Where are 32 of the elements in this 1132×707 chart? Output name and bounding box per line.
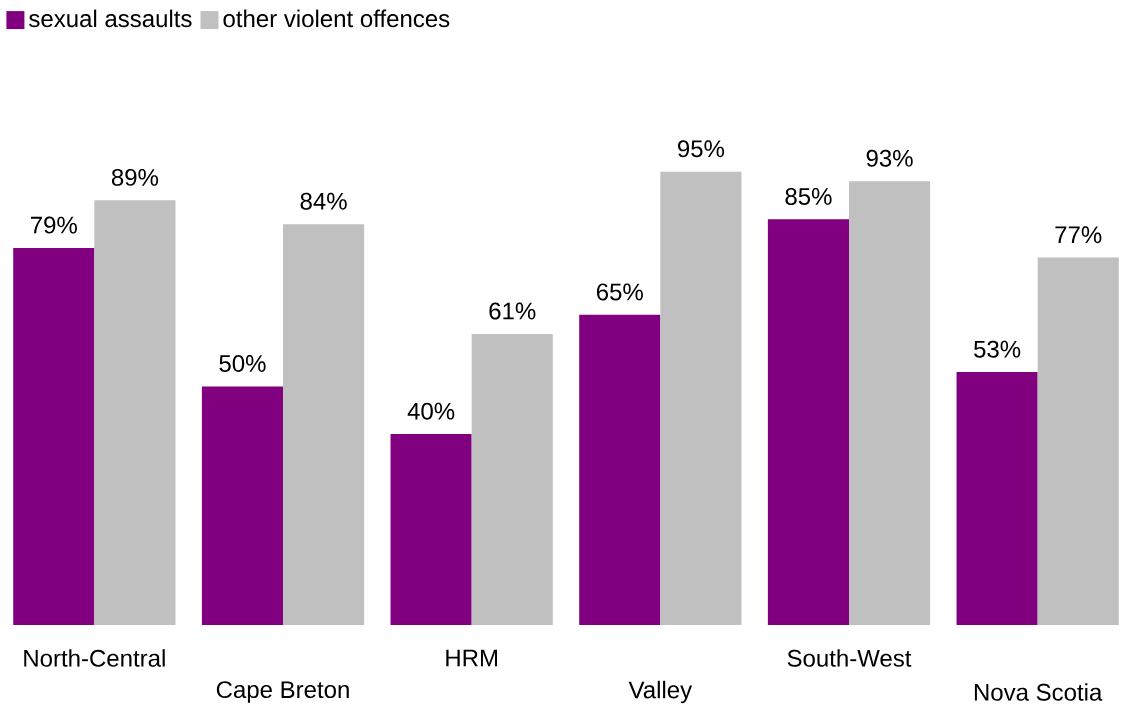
data-label: 65%	[596, 283, 643, 301]
data-label: 53%	[974, 340, 1021, 358]
bar	[471, 333, 553, 625]
x-tick-label: South-West	[787, 649, 912, 667]
x-tick-label: Cape Breton	[216, 681, 349, 703]
legend-label: other violent offences	[223, 9, 450, 28]
data-label: 77%	[1055, 226, 1102, 244]
x-tick-label: North-Central	[24, 649, 165, 667]
bar	[390, 434, 472, 625]
bar	[767, 219, 849, 625]
data-label: 93%	[866, 149, 913, 167]
x-tick-label: Nova Scotia	[974, 683, 1103, 701]
bar	[579, 314, 661, 625]
legend-label: sexual assaults	[29, 9, 192, 28]
data-label: 61%	[489, 302, 536, 320]
bar	[660, 171, 742, 625]
data-label: 95%	[678, 140, 725, 158]
bar	[94, 200, 176, 625]
bar	[283, 224, 365, 625]
bar	[1037, 257, 1119, 625]
bar	[956, 372, 1038, 625]
data-label: 85%	[785, 187, 832, 205]
data-label: 89%	[111, 168, 159, 186]
bar	[849, 181, 931, 625]
bar	[201, 386, 283, 625]
x-tick-label: HRM	[446, 649, 497, 667]
data-label: 40%	[407, 402, 455, 420]
data-label: 50%	[219, 355, 266, 372]
data-label: 79%	[30, 216, 77, 234]
bar	[13, 248, 95, 625]
data-label: 84%	[300, 192, 347, 210]
x-tick-label: Valley	[628, 680, 693, 704]
